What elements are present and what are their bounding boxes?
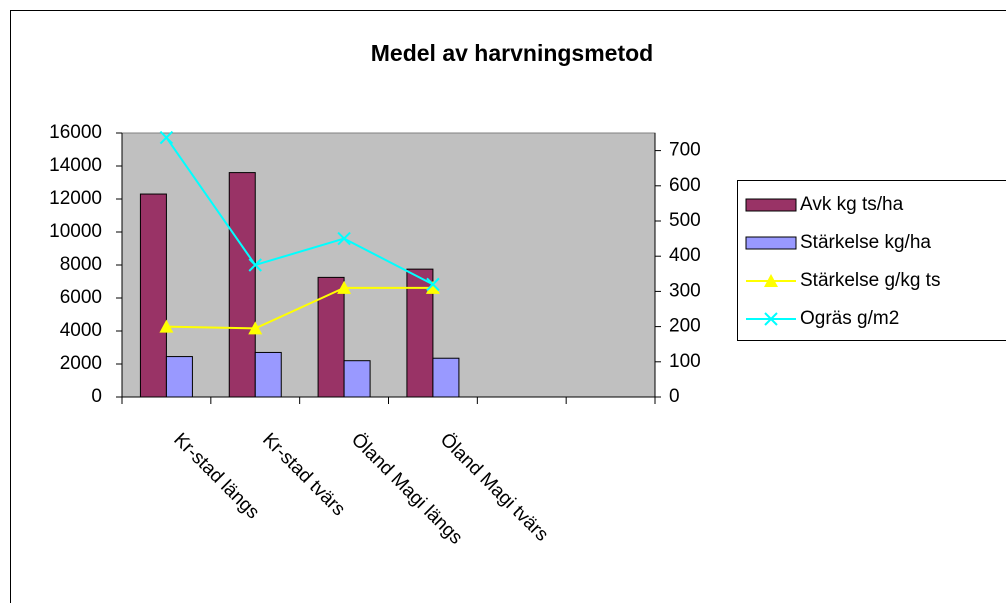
y-tick-label: 16000 — [49, 122, 102, 143]
legend-label: Avk kg ts/ha — [800, 194, 904, 215]
bar — [165, 356, 193, 398]
bar — [432, 357, 460, 398]
legend-marker — [764, 312, 778, 326]
y-tick-label: 4000 — [60, 320, 102, 341]
y-tick-label: 8000 — [60, 254, 102, 275]
bar — [343, 360, 371, 398]
y2-tick-label: 400 — [669, 245, 701, 266]
y2-tick-label: 200 — [669, 316, 701, 337]
bar — [139, 193, 167, 398]
bar — [406, 268, 434, 398]
legend-marker — [764, 274, 778, 287]
y2-tick-label: 500 — [669, 210, 701, 231]
bar — [228, 172, 256, 398]
line — [166, 286, 433, 330]
legend-label: Stärkelse g/kg ts — [800, 270, 940, 291]
plot-background — [121, 132, 656, 398]
y2-tick-label: 700 — [669, 140, 701, 161]
line-marker — [337, 280, 352, 294]
legend-swatch — [745, 198, 797, 212]
y-tick-label: 2000 — [60, 353, 102, 374]
y-tick-label: 14000 — [49, 155, 102, 176]
y-tick-label: 6000 — [60, 287, 102, 308]
line — [165, 137, 434, 286]
y2-tick-label: 0 — [669, 386, 680, 407]
bar — [254, 351, 282, 398]
line-marker — [159, 319, 174, 333]
line-marker — [248, 258, 262, 272]
bar — [317, 276, 345, 398]
line-marker — [337, 231, 351, 246]
y-tick-label: 0 — [91, 386, 102, 407]
chart-title: Medel av harvningsmetod — [371, 40, 653, 66]
legend-swatch — [745, 236, 797, 250]
y-tick-label: 10000 — [49, 221, 102, 242]
y2-tick-label: 300 — [669, 280, 701, 301]
line-marker — [426, 277, 440, 292]
y2-tick-label: 100 — [669, 351, 701, 372]
legend-label: Stärkelse kg/ha — [800, 232, 931, 253]
legend-label: Ogräs g/m2 — [800, 308, 899, 329]
line-marker — [425, 280, 440, 294]
y-tick-label: 12000 — [49, 188, 102, 209]
line-marker — [159, 130, 174, 145]
line-marker — [248, 321, 263, 335]
y2-tick-label: 600 — [669, 175, 701, 196]
